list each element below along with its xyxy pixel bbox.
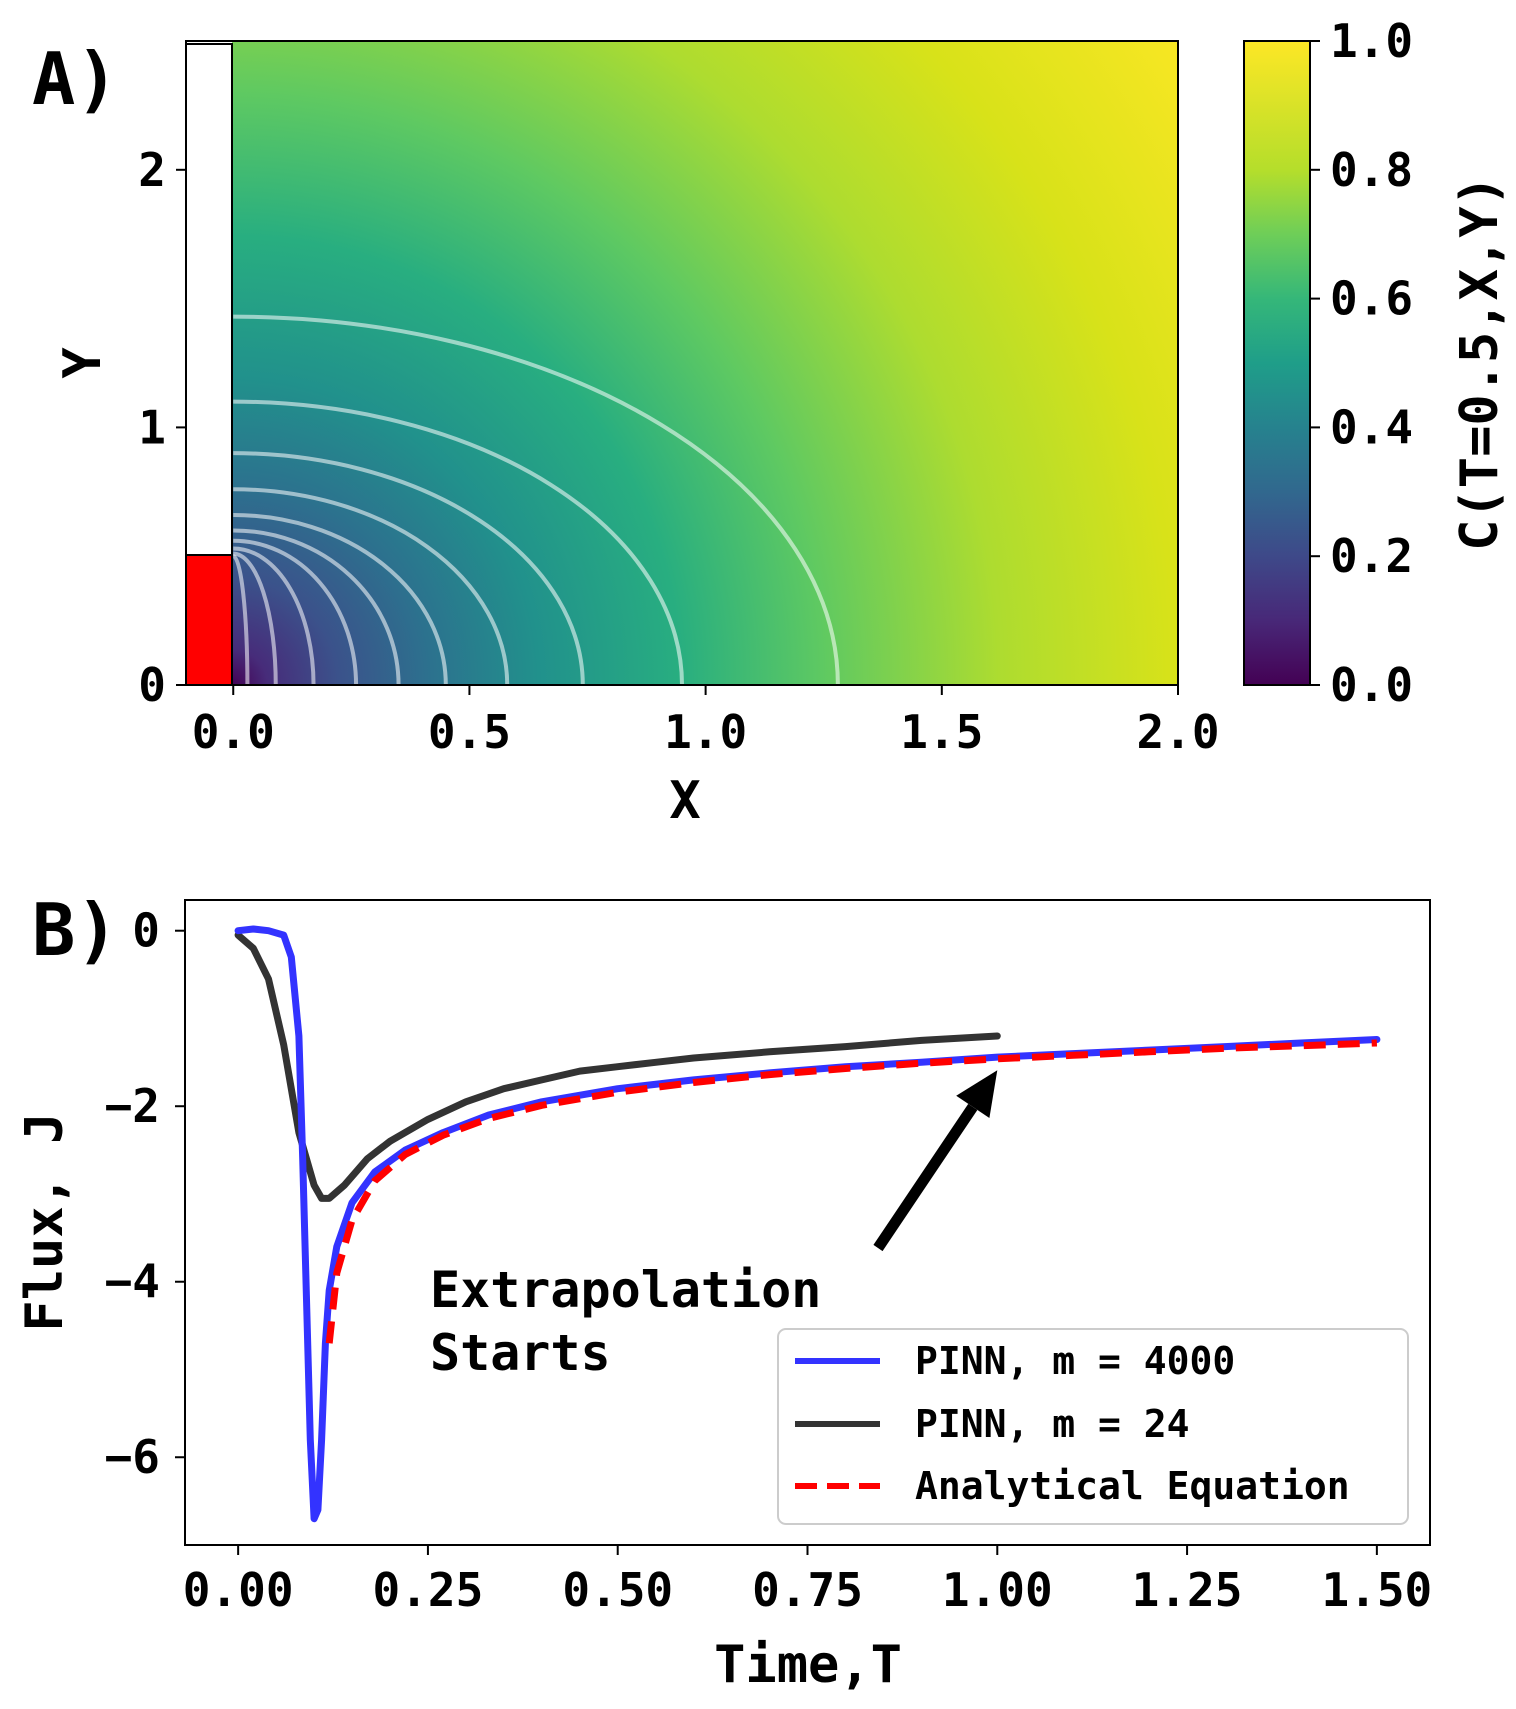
colorbar-ticks: 0.0 0.2 0.4 0.6 0.8 1.0 xyxy=(1310,14,1413,712)
plot-b-x-tick-label: 0.50 xyxy=(562,1563,673,1617)
contour-line xyxy=(233,314,840,685)
plot-a-x-tick-label: 1.5 xyxy=(900,705,983,759)
annotation-arrow-head xyxy=(956,1070,998,1118)
plot-a-y-label: Y xyxy=(53,347,113,379)
plot-a-x-tick-label: 1.0 xyxy=(664,705,747,759)
plot-b-y-ticks: 0 −2 −4 −6 xyxy=(105,904,185,1484)
contour-line xyxy=(233,551,278,685)
insulating-electrode-region xyxy=(185,43,233,556)
legend-label-pinn-4000: PINN, m = 4000 xyxy=(915,1339,1235,1383)
plot-a-x-tick-label: 2.0 xyxy=(1136,705,1219,759)
plot-b-x-tick-label: 1.25 xyxy=(1132,1563,1243,1617)
annotation-line-1: Extrapolation xyxy=(430,1261,821,1319)
plot-a-x-tick-label: 0.5 xyxy=(428,705,511,759)
contour-line xyxy=(233,528,401,685)
colorbar-tick-label: 1.0 xyxy=(1330,14,1413,68)
annotation-arrow-shaft xyxy=(873,1103,978,1252)
plot-b-x-tick-label: 0.75 xyxy=(752,1563,863,1617)
plot-b-y-tick-label: 0 xyxy=(132,904,160,958)
heatmap-field xyxy=(232,41,1178,685)
plot-b-x-label: Time,T xyxy=(714,1635,902,1695)
active-electrode-region xyxy=(185,554,233,686)
flux-line-pinn-24 xyxy=(234,931,1001,1202)
contour-line xyxy=(233,546,316,685)
plot-a-y-ticks: 0 1 2 xyxy=(138,143,186,712)
plot-b-x-tick-label: 1.50 xyxy=(1321,1563,1432,1617)
colorbar xyxy=(1243,40,1311,686)
legend: PINN, m = 4000 PINN, m = 24 Analytical E… xyxy=(777,1328,1409,1525)
contour-line xyxy=(233,451,585,685)
plot-b-x-ticks: 0.00 0.25 0.50 0.75 1.00 1.25 1.50 xyxy=(183,1545,1432,1617)
colorbar-label: C(T=0.5,X,Y) xyxy=(1450,175,1510,551)
contour-line xyxy=(232,554,250,685)
plot-a-y-tick-label: 1 xyxy=(138,400,166,454)
extrapolation-annotation: Extrapolation Starts xyxy=(430,1070,998,1382)
colorbar-tick-label: 0.4 xyxy=(1330,400,1413,454)
plot-a-x-ticks: 0.0 0.5 1.0 1.5 2.0 xyxy=(192,685,1220,759)
plot-a-y-tick-label: 2 xyxy=(138,143,166,197)
plot-b-x-tick-label: 0.00 xyxy=(183,1563,294,1617)
flux-series xyxy=(234,925,1381,1523)
legend-label-analytical: Analytical Equation xyxy=(915,1464,1350,1508)
panel-a: A) 0.0 0.5 1.0 1.5 2.0 012 X Y 0.00.20.40.60… xyxy=(32,14,1510,831)
panel-b: B) 0.00 0.25 0.50 0.75 1.00 1.25 1.50 0−2−4−6 … xyxy=(15,888,1432,1695)
colorbar-tick-label: 0.2 xyxy=(1330,529,1413,583)
contour-lines xyxy=(232,314,840,685)
panel-b-letter: B) xyxy=(32,888,119,972)
plot-a-x-tick-label: 0.0 xyxy=(192,705,275,759)
flux-line-analytical xyxy=(325,1039,1378,1344)
contour-line xyxy=(233,487,510,685)
plot-b-x-tick-label: 0.25 xyxy=(373,1563,484,1617)
legend-label-pinn-24: PINN, m = 24 xyxy=(915,1402,1190,1446)
plot-b-y-tick-label: −6 xyxy=(105,1430,160,1484)
plot-a-x-label: X xyxy=(669,771,700,831)
colorbar-tick-label: 0.8 xyxy=(1330,143,1413,197)
contour-line xyxy=(233,512,448,685)
panel-a-letter: A) xyxy=(32,37,119,121)
plot-b-x-tick-label: 1.00 xyxy=(942,1563,1053,1617)
plot-a-frame xyxy=(185,40,1179,686)
plot-b-y-tick-label: −4 xyxy=(105,1255,160,1309)
plot-b-y-tick-label: −2 xyxy=(105,1079,160,1133)
contour-line xyxy=(233,399,684,685)
annotation-line-2: Starts xyxy=(430,1324,611,1382)
contour-line xyxy=(233,538,359,685)
plot-b-y-label: Flux, J xyxy=(15,1112,75,1331)
colorbar-tick-label: 0.0 xyxy=(1330,658,1413,712)
plot-a-y-tick-label: 0 xyxy=(138,658,166,712)
colorbar-tick-label: 0.6 xyxy=(1330,272,1413,326)
legend-box xyxy=(777,1328,1409,1525)
